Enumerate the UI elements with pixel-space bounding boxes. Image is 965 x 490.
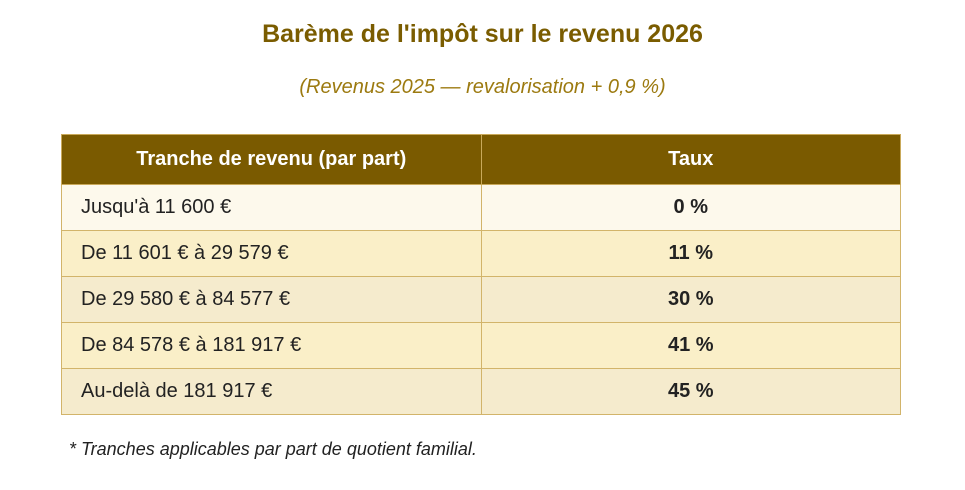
column-header-rate: Taux: [480, 134, 901, 185]
table-header-row: Tranche de revenu (par part) Taux: [61, 134, 901, 185]
table-row: Au-delà de 181 917 € 45 %: [61, 368, 901, 415]
bracket-range-cell: De 84 578 € à 181 917 €: [61, 322, 482, 369]
bracket-rate-cell: 45 %: [480, 368, 901, 415]
footnote: * Tranches applicables par part de quoti…: [69, 439, 477, 459]
bracket-rate-cell: 11 %: [480, 230, 901, 277]
bracket-rate-cell: 0 %: [480, 184, 901, 231]
column-header-bracket: Tranche de revenu (par part): [61, 134, 482, 185]
bracket-rate-cell: 41 %: [480, 322, 901, 369]
bracket-rate-cell: 30 %: [480, 276, 901, 323]
table-row: Jusqu'à 11 600 € 0 %: [61, 184, 901, 231]
page-subtitle: (Revenus 2025 — revalorisation + 0,9 %): [299, 76, 666, 98]
page-title: Barème de l'impôt sur le revenu 2026: [262, 20, 703, 48]
bracket-range-cell: Au-delà de 181 917 €: [61, 368, 482, 415]
bracket-range-cell: Jusqu'à 11 600 €: [61, 184, 482, 231]
table-row: De 29 580 € à 84 577 € 30 %: [61, 276, 901, 323]
table-row: De 11 601 € à 29 579 € 11 %: [61, 230, 901, 277]
tax-bracket-table: Tranche de revenu (par part) Taux Jusqu'…: [61, 134, 901, 415]
bracket-range-cell: De 29 580 € à 84 577 €: [61, 276, 482, 323]
bracket-range-cell: De 11 601 € à 29 579 €: [61, 230, 482, 277]
table-row: De 84 578 € à 181 917 € 41 %: [61, 322, 901, 369]
